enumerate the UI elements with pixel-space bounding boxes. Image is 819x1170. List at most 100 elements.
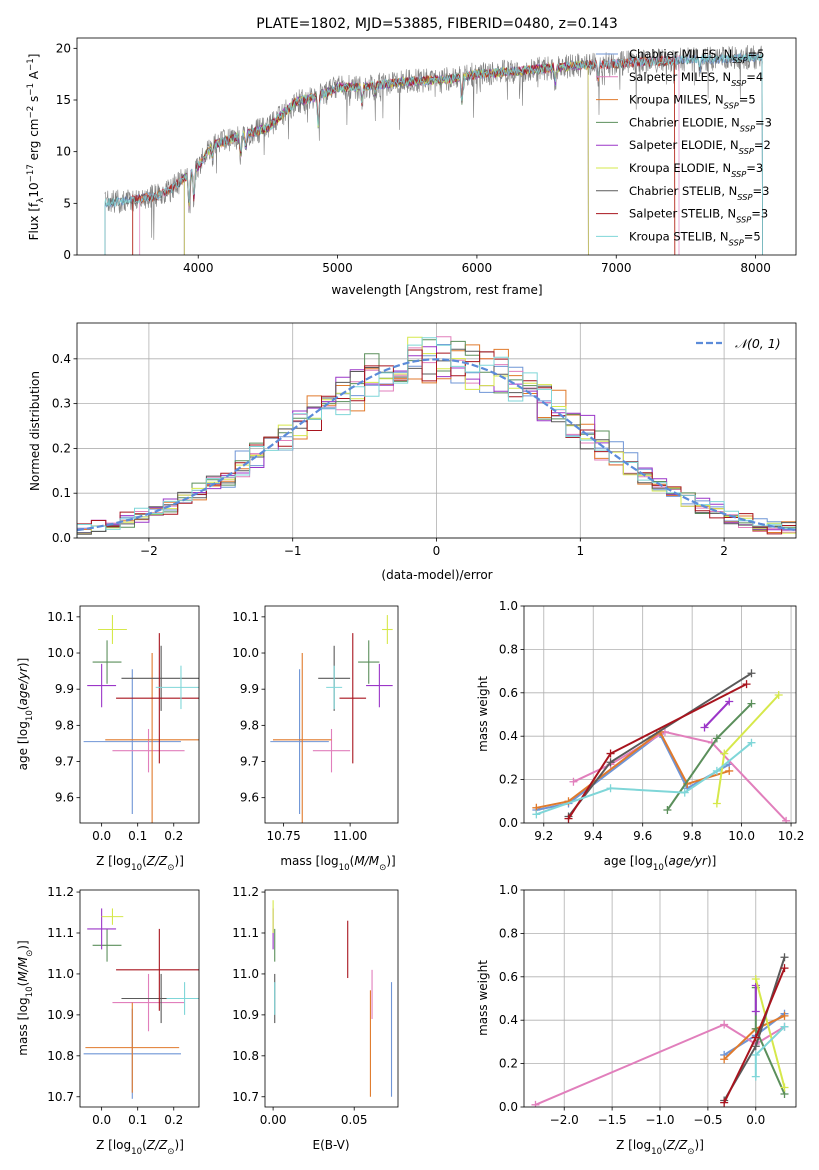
series-point [720,1055,729,1064]
series-point [531,1100,540,1107]
y-tick-label: 9.9 [240,682,259,696]
x-tick-label: 5000 [322,261,353,275]
legend-entry: 𝒩(0, 1) [735,336,781,351]
legend-entry: Kroupa ELODIE, NSSP=3 [629,161,763,179]
legend-entry: Kroupa MILES, NSSP=5 [629,93,756,111]
y-tick-label: 15 [56,93,71,107]
series-point [751,1033,760,1042]
series-point [720,1020,729,1029]
series-point [700,723,709,732]
series-point [725,766,734,775]
y-tick-label: 9.8 [55,718,74,732]
legend-entry: Salpeter STELIB, NSSP=3 [629,207,768,225]
x-tick-label: 7000 [601,261,632,275]
series-point [680,788,689,797]
y-tick-label: 0.2 [499,773,518,787]
series-point [747,669,756,678]
plot-area [104,45,763,255]
chart-title: PLATE=1802, MJD=53885, FIBERID=0480, z=0… [256,16,618,32]
x-tick-label: 9.6 [633,829,652,843]
series-point [751,1050,760,1059]
plot-background [265,606,398,823]
y-axis-label: mass weight [476,676,490,752]
series-point [742,680,751,689]
y-tick-label: 9.7 [55,755,74,769]
y-axis-label: age [log10(age/yr)] [16,658,35,771]
y-tick-label: 9.7 [240,755,259,769]
legend-entry: Chabrier STELIB, NSSP=3 [629,184,769,202]
axes-4: 9.2 9.4 9.6 9.8 10.0 10.2 0.0 0.2 0.4 0.6 0.8 1.0 [499,599,805,843]
plot-area [532,669,791,823]
y-tick-label: 0.4 [52,352,71,366]
series-point [782,816,791,823]
series-point [663,805,672,814]
axes-frame [264,889,399,1108]
y-tick-label: 10.8 [232,1049,259,1063]
series-point [751,974,760,983]
plot-background [80,606,199,823]
x-axis-label: (data-model)/error [381,568,492,582]
y-tick-label: 11.1 [47,926,74,940]
y-tick-label: 10.1 [232,610,259,624]
y-tick-label: 5 [63,196,71,210]
series-point [564,814,573,823]
axes-2: 0.0 0.1 0.2 9.6 9.7 9.8 9.9 10.0 10.1 [47,605,200,843]
x-tick-label: 0.05 [341,1113,368,1127]
axes-7: −2.0 −1.5 −1.0 −0.5 0.0 0.0 0.2 0.4 0.6 0.8 1.0 [499,883,797,1127]
y-tick-label: 0.0 [499,816,518,830]
y-tick-label: 10.9 [47,1008,74,1022]
y-tick-label: 9.8 [240,718,259,732]
axes-frame [264,605,399,824]
x-axis-label: age [log10(age/yr)] [604,854,717,873]
x-axis-label: mass [log10(M/M⊙)] [280,854,395,873]
y-tick-label: 11.0 [47,967,74,981]
axes-0: 4000 5000 6000 7000 8000 0 5 10 15 20 [56,37,797,275]
series-point [780,964,789,973]
legend-entry: Kroupa STELIB, NSSP=5 [629,229,761,247]
x-tick-label: −1.0 [645,1113,674,1127]
y-tick-label: 0.1 [52,486,71,500]
x-axis-label: E(B-V) [312,1138,349,1152]
x-tick-label: 9.2 [534,829,553,843]
x-tick-label: 8000 [740,261,771,275]
x-tick-label: 0.2 [164,1113,183,1127]
plot-background [265,890,398,1107]
x-axis-label: Z [log10(Z/Z⊙)] [96,1138,184,1157]
y-tick-label: 10.1 [47,610,74,624]
y-tick-label: 10.7 [232,1090,259,1104]
y-tick-label: 0.2 [52,441,71,455]
series-line [703,700,730,729]
y-tick-label: 0.2 [499,1057,518,1071]
y-tick-label: 10.7 [47,1090,74,1104]
normal-curve [77,358,796,532]
plot-area [77,336,796,538]
y-axis-label: Normed distribution [28,371,42,491]
x-tick-label: 0.00 [260,1113,287,1127]
plot-background [524,606,796,823]
x-tick-label: 0.0 [92,1113,111,1127]
x-tick-label: 10.75 [266,829,300,843]
x-tick-label: 0.0 [746,1113,765,1127]
y-tick-label: 0.8 [499,642,518,656]
series-point [606,749,615,758]
x-tick-label: 11.00 [333,829,367,843]
histogram-step [77,337,796,538]
plot-area [270,615,393,823]
y-tick-label: 0.4 [499,1013,518,1027]
y-tick-label: 0.0 [52,531,71,545]
y-tick-label: 0.0 [499,1100,518,1114]
x-axis-label: Z [log10(Z/Z⊙)] [96,854,184,873]
series-point [720,1098,729,1107]
x-tick-label: −1 [284,544,302,558]
x-tick-label: 6000 [462,261,493,275]
x-tick-label: 0.2 [164,829,183,843]
y-tick-label: 0.6 [499,686,518,700]
y-axis-label: mass [log10(M/M⊙)] [16,940,35,1055]
x-tick-label: 2 [720,544,728,558]
gridlines [524,889,796,1108]
axes-frame [523,605,797,824]
series-point [725,697,734,706]
y-tick-label: 0.6 [499,970,518,984]
x-tick-label: 1 [576,544,584,558]
x-tick-label: 10.0 [728,829,755,843]
